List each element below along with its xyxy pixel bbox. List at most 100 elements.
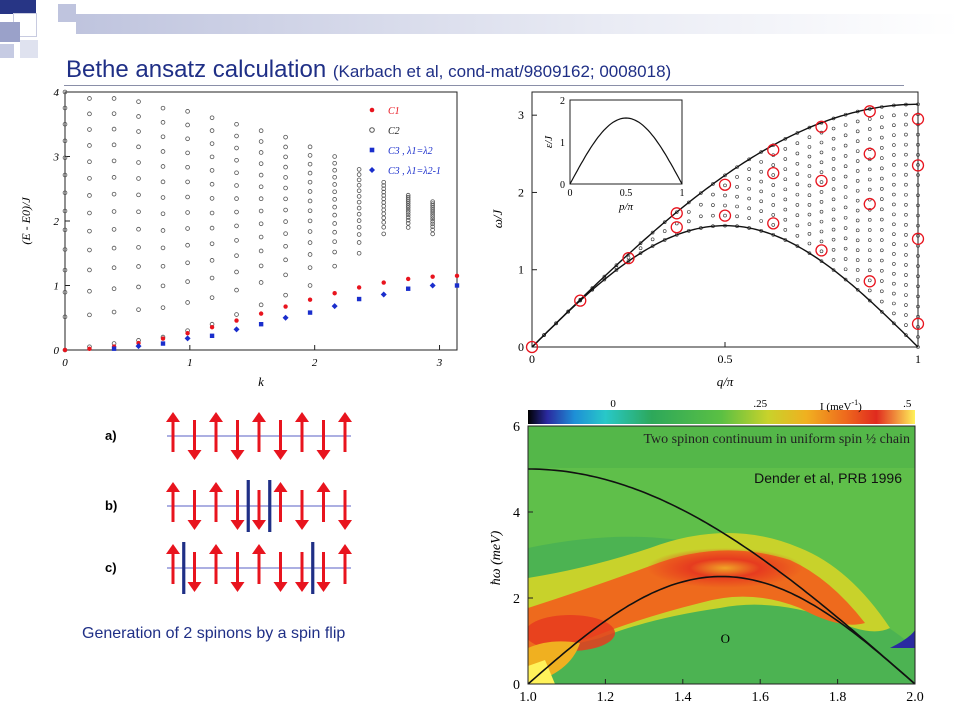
- spin-chain-diagram: a) b) c): [105, 412, 352, 594]
- spin-up-arrowhead: [166, 412, 180, 422]
- spectrum-point: [819, 219, 824, 224]
- heatmap-title: Two spinon continuum in uniform spin ½ c…: [643, 432, 910, 447]
- spectrum-point: [892, 143, 896, 147]
- c2-point: [307, 161, 313, 167]
- c2-point: [307, 240, 313, 245]
- x-tick-label: 3: [436, 357, 443, 369]
- c2-point: [111, 126, 117, 132]
- c1-point: [185, 331, 190, 336]
- c2-point: [356, 177, 362, 183]
- spectrum-point: [807, 241, 812, 246]
- spectrum-point: [807, 212, 812, 217]
- c2-point: [283, 196, 288, 202]
- c2-point: [234, 157, 239, 163]
- spectrum-point: [771, 213, 776, 217]
- spectrum-point: [807, 145, 812, 149]
- c2-point: [332, 229, 337, 235]
- c2-point: [258, 208, 264, 214]
- heatmap-field: O: [528, 426, 915, 684]
- c2-point: [258, 248, 264, 254]
- c2-point: [258, 139, 264, 144]
- highlighted-state-circle: [670, 221, 683, 234]
- spin-down-arrowhead: [230, 450, 245, 460]
- c2-point: [209, 115, 215, 121]
- c3-diamond-point: [429, 282, 436, 289]
- spectrum-point: [723, 203, 727, 208]
- c2-point: [185, 194, 190, 200]
- chain-row-label: b): [105, 498, 117, 513]
- title-divider: [64, 85, 904, 86]
- neutron-scattering-heatmap: 0 .25 .5 I (meV-1) O Two spinon continuum …: [489, 398, 924, 705]
- spectrum-point: [819, 150, 824, 155]
- c2-point: [209, 168, 215, 173]
- spectrum-point: [867, 117, 872, 121]
- c2-point: [234, 238, 239, 243]
- spectrum-point: [916, 142, 920, 147]
- spin-down-arrowhead: [295, 582, 309, 592]
- legend-marker-c2: [369, 127, 375, 133]
- spectrum-point: [867, 248, 872, 252]
- c3-diamond-point: [184, 335, 191, 342]
- c2-point: [307, 218, 313, 224]
- spectrum-point: [650, 237, 655, 242]
- inset-curve: [569, 117, 683, 185]
- x-tick-label: 1.2: [597, 690, 615, 705]
- spectrum-point: [867, 238, 872, 242]
- c2-point: [87, 159, 92, 165]
- spectrum-point: [855, 139, 860, 144]
- spectrum-point: [614, 263, 619, 268]
- spectrum-point: [807, 174, 812, 178]
- spin-down-arrowhead: [230, 582, 245, 592]
- c3-diamond-point: [282, 314, 289, 321]
- c2-point: [307, 189, 313, 194]
- c2-point: [430, 211, 435, 217]
- spin-up-arrowhead: [295, 412, 309, 422]
- spectrum-point: [904, 182, 908, 187]
- c2-point: [381, 180, 387, 185]
- spectrum-point: [747, 157, 751, 162]
- c3-square-point: [307, 310, 313, 315]
- c1-point: [307, 297, 313, 302]
- spectrum-point: [795, 203, 800, 207]
- c3-diamond-point: [331, 303, 338, 310]
- spectrum-point: [650, 244, 655, 248]
- colorbar-label: I (meV-1): [820, 398, 862, 413]
- c1-point: [454, 273, 460, 279]
- spectrum-point: [892, 172, 896, 177]
- c2-point: [136, 144, 141, 150]
- c1-point: [136, 340, 141, 346]
- spectrum-point: [916, 254, 920, 258]
- spectrum-point: [819, 239, 824, 244]
- spectrum-point: [566, 309, 570, 314]
- spectrum-point: [855, 208, 860, 213]
- legend-marker-c3a: [369, 147, 375, 153]
- spectrum-point: [759, 160, 763, 164]
- spin-down-arrowhead: [252, 520, 266, 530]
- spin-up-arrowhead: [209, 412, 223, 422]
- spectrum-point: [771, 173, 776, 177]
- c2-point: [307, 198, 313, 204]
- c2-point: [405, 212, 411, 218]
- y-tick-label: 4: [54, 88, 60, 99]
- c2-point: [356, 240, 362, 245]
- spectrum-point: [747, 206, 751, 211]
- c2-point: [185, 179, 190, 185]
- c2-point: [62, 267, 68, 273]
- spectrum-point: [916, 193, 920, 198]
- spectrum-point: [843, 174, 848, 179]
- highlighted-state-circle: [815, 244, 828, 257]
- c2-point: [405, 194, 411, 200]
- c2-point: [62, 89, 68, 95]
- c2-point: [405, 207, 411, 213]
- spectrum-point: [892, 192, 896, 197]
- c2-point: [62, 155, 68, 161]
- c2-point: [381, 183, 387, 188]
- spectrum-point: [626, 259, 631, 263]
- c1-point: [62, 347, 68, 353]
- spectrum-point: [638, 251, 643, 255]
- spectrum-point: [880, 115, 884, 119]
- highlighted-state-circle: [718, 178, 732, 191]
- spectrum-point: [867, 288, 872, 293]
- spectrum-point: [904, 313, 908, 317]
- spectrum-point: [904, 213, 908, 217]
